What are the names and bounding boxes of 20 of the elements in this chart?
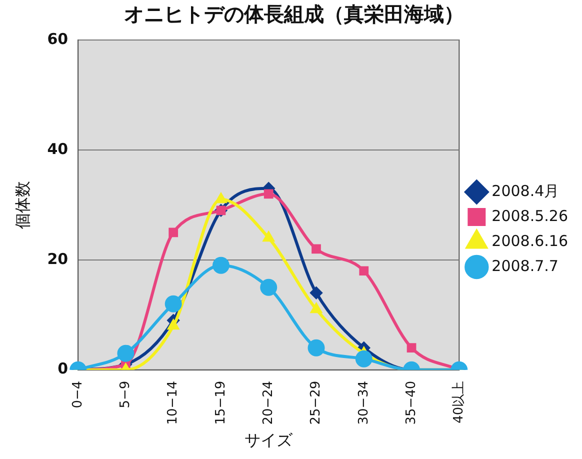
chart-title: オニヒトデの体長組成（真栄田海域） bbox=[124, 2, 464, 26]
x-tick-label: 0−4 bbox=[70, 380, 86, 408]
x-tick-label: 30−34 bbox=[356, 380, 372, 425]
x-tick-label: 10−14 bbox=[166, 380, 181, 425]
x-tick-label: 20−24 bbox=[260, 380, 276, 425]
legend-label: 2008.5.26 bbox=[492, 206, 568, 225]
y-tick-label: 60 bbox=[47, 30, 68, 48]
y-tick-label: 40 bbox=[47, 140, 68, 158]
y-tick-label: 20 bbox=[47, 250, 68, 268]
x-tick-label: 25−29 bbox=[308, 380, 324, 425]
legend-label: 2008.6.16 bbox=[492, 232, 568, 250]
legend-label: 2008.7.7 bbox=[492, 256, 558, 275]
y-axis-title: 個体数 bbox=[12, 180, 32, 229]
y-tick-label: 0 bbox=[58, 360, 68, 378]
x-axis-title: サイズ bbox=[244, 430, 294, 450]
x-tick-label: 40以上 bbox=[452, 380, 467, 424]
x-tick-label: 15−19 bbox=[213, 380, 228, 425]
x-tick-label: 5−9 bbox=[118, 380, 134, 408]
legend-label: 2008.4月 bbox=[492, 182, 560, 200]
x-tick-label: 35−40 bbox=[404, 380, 419, 425]
